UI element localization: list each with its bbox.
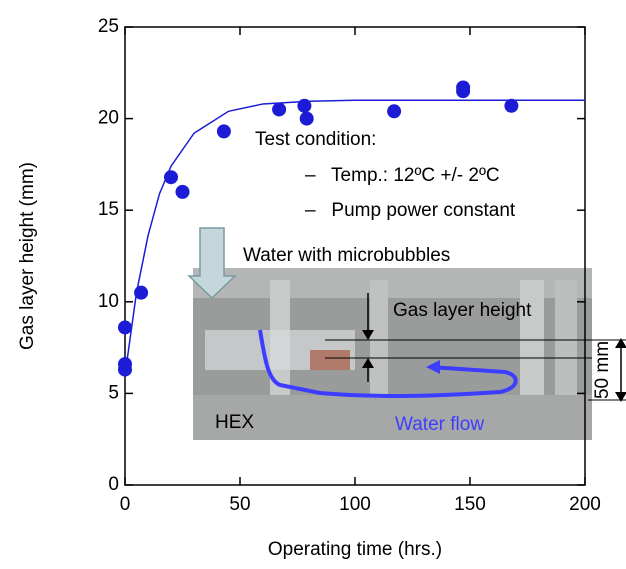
data-point (118, 320, 132, 335)
data-point (272, 102, 287, 117)
y-tick-label: 15 (98, 199, 119, 220)
annotation-box (245, 125, 585, 230)
y-tick-label: 20 (98, 108, 119, 129)
annotation: 50 mm (592, 341, 613, 399)
annotation: Test condition: (255, 129, 376, 150)
annotation: Gas layer height (393, 300, 532, 321)
data-point (387, 104, 402, 119)
y-tick-label: 5 (108, 382, 119, 403)
x-axis-label: Operating time (hrs.) (268, 539, 442, 560)
y-tick-label: 0 (108, 474, 119, 495)
y-tick-label: 25 (98, 16, 119, 37)
x-tick-label: 0 (120, 494, 131, 515)
annotation: – Temp.: 12ºC +/- 2ºC (305, 165, 500, 186)
annotation: Water flow (395, 414, 484, 435)
fit-line (124, 99, 585, 376)
y-axis-label: Gas layer height (mm) (17, 162, 38, 350)
annotation: Water with microbubbles (243, 245, 450, 266)
data-point (299, 111, 314, 126)
data-point (216, 124, 231, 139)
annotation: – Pump power constant (305, 200, 516, 221)
x-tick-label: 200 (569, 494, 601, 515)
data-point (504, 98, 519, 113)
x-tick-label: 50 (229, 494, 250, 515)
inset-photo (187, 227, 626, 440)
x-tick-label: 100 (339, 494, 371, 515)
data-point (456, 80, 471, 95)
data-point (175, 184, 190, 199)
annotation: HEX (215, 412, 254, 433)
y-tick-label: 10 (98, 291, 119, 312)
data-point (118, 357, 132, 372)
x-tick-label: 150 (454, 494, 486, 515)
